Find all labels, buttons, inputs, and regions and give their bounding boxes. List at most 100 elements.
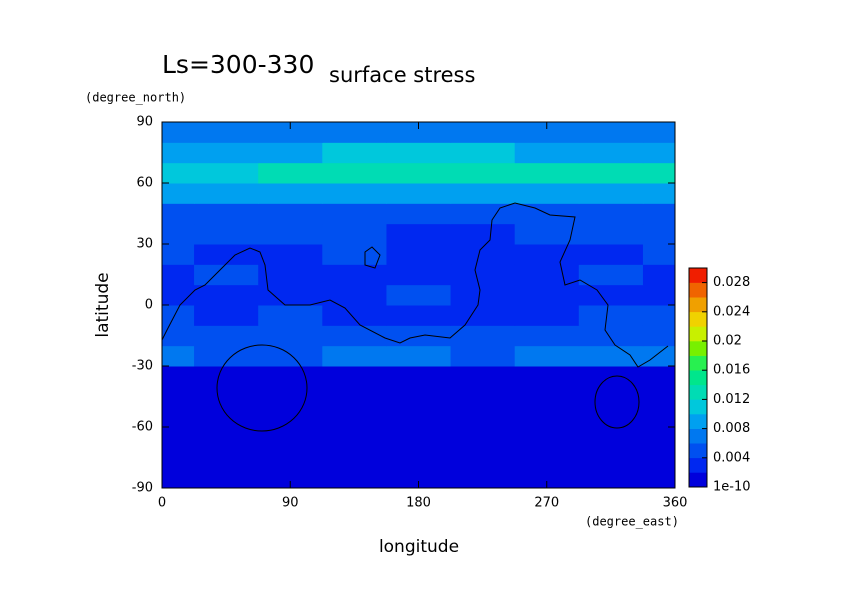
coast-basin [594, 375, 640, 429]
heatmap-cell [386, 162, 452, 184]
heatmap-cell [578, 162, 644, 184]
y-tick-label: 60 [136, 176, 153, 191]
heatmap-cell [642, 203, 676, 225]
heatmap-cell [386, 223, 452, 245]
heatmap-cell [514, 142, 580, 164]
heatmap-cell [514, 447, 580, 469]
heatmap-cell [386, 345, 452, 367]
heatmap-cell [194, 162, 259, 184]
axes: 0 90 180 270 360 -90 -60 -30 0 30 60 90 [132, 115, 688, 511]
heatmap-cell [258, 325, 323, 347]
heatmap-cell [514, 264, 580, 286]
heatmap-cell [642, 142, 676, 164]
colorbar-tick-label: 0.024 [713, 304, 750, 319]
heatmap-cell [578, 427, 644, 448]
heatmap-cell [642, 447, 676, 469]
heatmap-cell [194, 386, 259, 408]
chart-title: Ls=300-330 [162, 50, 314, 79]
y-tick-label: -90 [132, 481, 153, 496]
heatmap-cell [450, 325, 516, 347]
heatmap-cell [258, 284, 323, 306]
heatmap-cell [194, 427, 259, 448]
heatmap-cell [514, 427, 580, 448]
colorbar-band [689, 268, 707, 283]
heatmap-cell [258, 264, 323, 286]
colorbar-frame [688, 267, 708, 488]
heatmap-cell [322, 386, 387, 408]
y-tick-label: -60 [132, 420, 153, 435]
heatmap-cell [258, 427, 323, 448]
x-tick-label: 360 [663, 496, 688, 511]
heatmap-cell [258, 305, 323, 326]
y-tick-label: -30 [132, 359, 153, 374]
heatmap-cell [194, 325, 259, 347]
heatmap-cell [194, 305, 259, 326]
heatmap-cell [162, 203, 195, 225]
heatmap-cell [386, 244, 452, 265]
heatmap-cell [642, 406, 676, 428]
heatmap-cell [162, 264, 195, 286]
heatmap-cell [258, 467, 323, 489]
heatmap-cell [642, 223, 676, 245]
colorbar-band [689, 414, 707, 429]
y-units: (degree_north) [85, 91, 186, 105]
heatmap-cell [578, 183, 644, 204]
heatmap-cell [162, 366, 195, 387]
heatmap-cell [386, 183, 452, 204]
colorbar-tick-label: 1e-10 [713, 480, 751, 495]
heatmap-cell [514, 366, 580, 387]
heatmap-cell [514, 162, 580, 184]
heatmap-cell [578, 122, 644, 143]
x-units: (degree_east) [585, 515, 679, 529]
heatmap-cell [578, 305, 644, 326]
heatmap-cell [642, 284, 676, 306]
heatmap-cell [578, 345, 644, 367]
heatmap-cell [194, 122, 259, 143]
heatmap-cell [162, 325, 195, 347]
colorbar-tick-label: 0.02 [713, 334, 742, 349]
heatmap-cell [642, 386, 676, 408]
heatmap-cell [162, 244, 195, 265]
heatmap-cell [450, 427, 516, 448]
heatmap-cell [322, 203, 387, 225]
heatmap-cell [258, 244, 323, 265]
heatmap-cell [578, 447, 644, 469]
heatmap-cell [258, 386, 323, 408]
colorbar-band [689, 428, 707, 444]
heatmap-cell [194, 467, 259, 489]
x-axis-label: longitude [379, 537, 459, 557]
heatmap-cell [578, 284, 644, 306]
heatmap-cell [258, 366, 323, 387]
colorbar-tick-label: 0.004 [713, 450, 750, 465]
heatmap-cell [258, 345, 323, 367]
heatmap-cell [322, 447, 387, 469]
heatmap-cell [322, 284, 387, 306]
heatmap-cell [386, 122, 452, 143]
heatmap-cell [642, 325, 676, 347]
heatmap-cell [162, 345, 195, 367]
heatmap-cell [322, 366, 387, 387]
colorbar-band [689, 384, 707, 400]
heatmap-cell [194, 284, 259, 306]
heatmap-cell [450, 264, 516, 286]
heatmap-cell [258, 203, 323, 225]
heatmap-cell [322, 162, 387, 184]
heatmap-cell [322, 264, 387, 286]
heatmap-cell [450, 406, 516, 428]
heatmap-cell [514, 305, 580, 326]
heatmap-cell [386, 366, 452, 387]
heatmap-cell [514, 183, 580, 204]
y-axis-label: latitude [93, 272, 113, 337]
heatmap-cell [386, 447, 452, 469]
heatmap-cell [322, 223, 387, 245]
heatmap-cell [162, 183, 195, 204]
coast-line [161, 202, 669, 368]
heatmap-cell [194, 183, 259, 204]
heatmap-cell [642, 162, 676, 184]
coast-island [364, 246, 381, 269]
heatmap-cell [578, 203, 644, 225]
heatmap-cell [162, 386, 195, 408]
colorbar-band [689, 370, 707, 386]
heatmap-cell [450, 122, 516, 143]
colorbar-tick-label: 0.016 [713, 363, 750, 378]
